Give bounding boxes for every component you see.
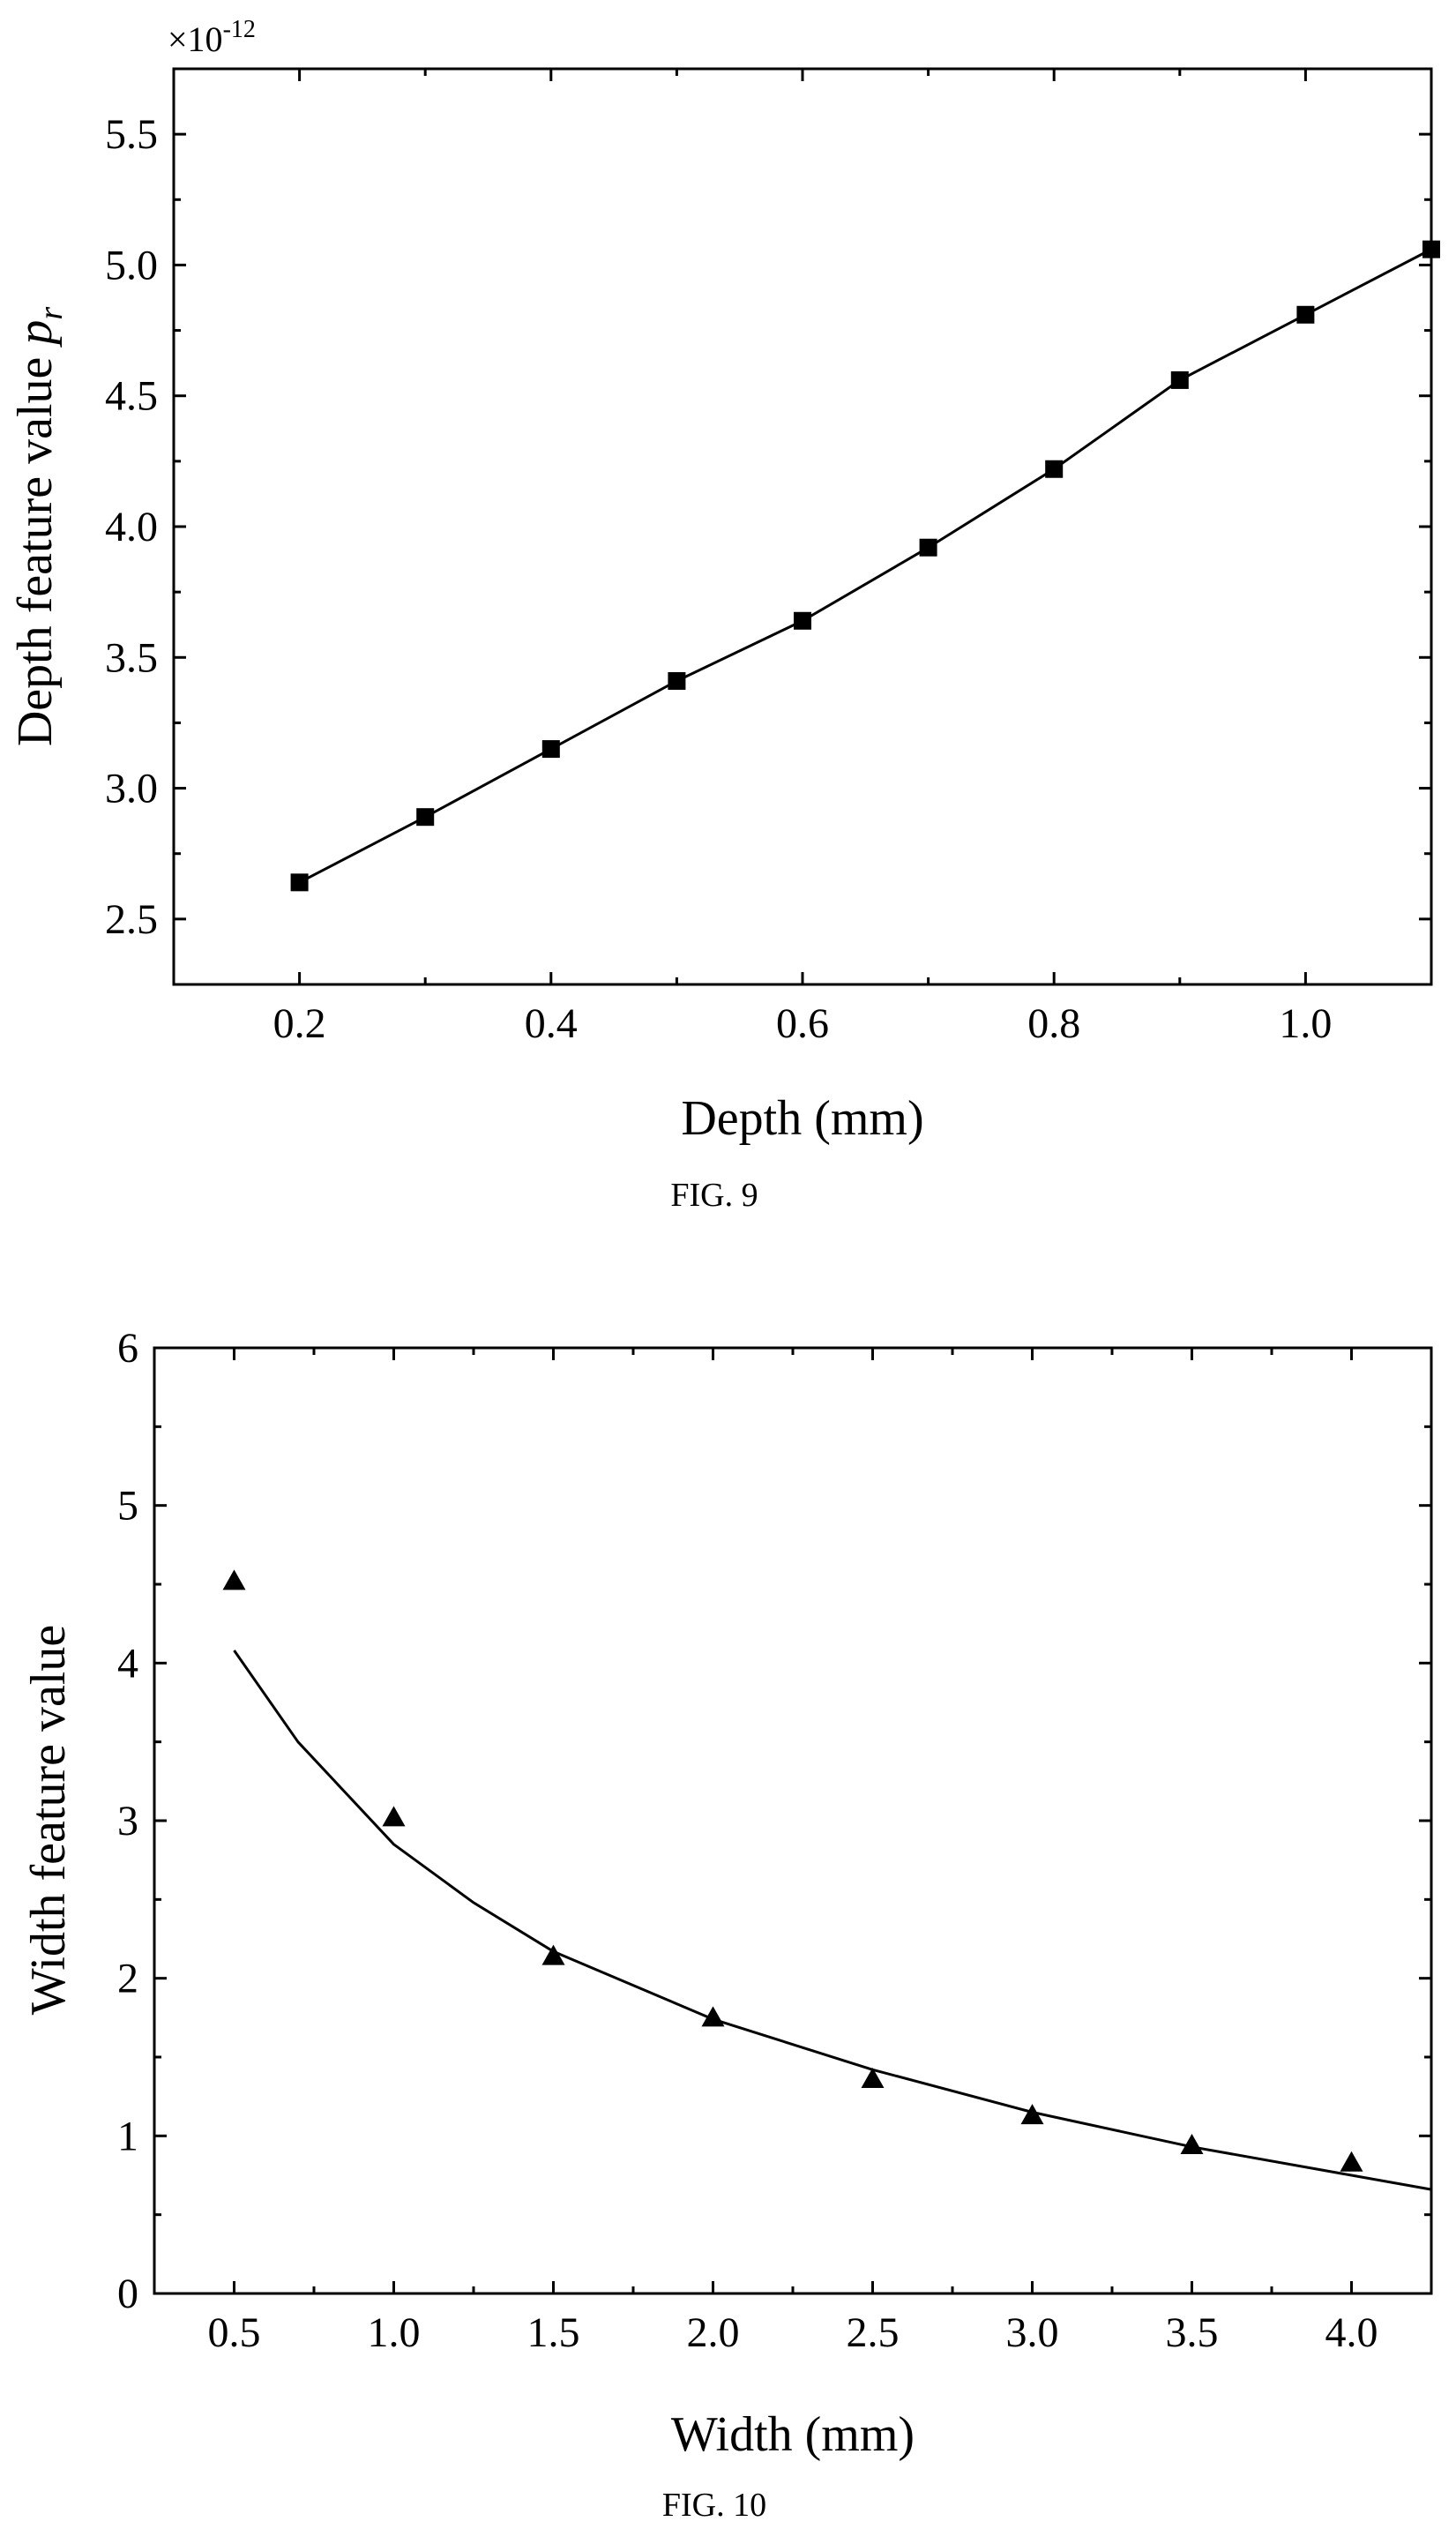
data-point-square: [668, 671, 686, 690]
x-tick-label: 2.0: [687, 2309, 740, 2356]
x-tick-label: 0.8: [1027, 1000, 1080, 1047]
y-tick-label: 4: [117, 1640, 138, 1687]
fig10-y-axis-title: Width feature value: [21, 1625, 76, 2015]
data-point-triangle: [1020, 2104, 1044, 2125]
y-tick-label: 2.5: [105, 896, 158, 943]
data-point-square: [541, 740, 560, 759]
data-point-square: [290, 873, 309, 892]
fig9-plot-frame: [172, 67, 1433, 986]
data-point-triangle: [541, 1944, 565, 1965]
y-tick-label: 4.5: [105, 373, 158, 420]
fig10-x-axis-title: Width (mm): [671, 2407, 915, 2462]
y-tick-label: 5.5: [105, 111, 158, 158]
x-tick-label: 0.5: [208, 2309, 261, 2356]
fig9-x-axis-title: Depth (mm): [681, 1091, 923, 1146]
x-tick-label: 0.6: [776, 1000, 829, 1047]
fig10-chart: 0.5 1.0 1.5 2.0 2.5 3.0 3.5 4.0 0 1 2 3 4 5 6 Width f…: [21, 1325, 1433, 2524]
fig9-y-axis-title: Depth feature value pr: [8, 307, 70, 747]
fig9-y-axis-title-subscript: r: [33, 307, 70, 320]
x-tick-label: 4.0: [1325, 2309, 1378, 2356]
fig10-points: [222, 1569, 1363, 2172]
data-point-square: [416, 808, 435, 827]
data-point-triangle: [382, 1806, 406, 1827]
x-tick-label: 0.2: [273, 1000, 326, 1047]
x-tick-label: 1.0: [1279, 1000, 1332, 1047]
fig9-caption: FIG. 9: [670, 1177, 758, 1214]
fig10-caption: FIG. 10: [662, 2487, 766, 2524]
fig9-y-ticks: 2.5 3.0 3.5 4.0 4.5 5.0 5.5: [105, 67, 1431, 986]
data-point-square: [1422, 240, 1440, 258]
data-point-triangle: [861, 2068, 885, 2089]
data-point-triangle: [1340, 2151, 1363, 2172]
data-point-square: [919, 538, 937, 557]
data-point-square: [794, 611, 811, 630]
fig9-chart: 0.2 0.4 0.6 0.8 1.0 2.5 3.0 3.5 4.0 4.5 5.0 5.5 ×1…: [8, 16, 1440, 1214]
x-tick-label: 0.4: [525, 1000, 578, 1047]
x-tick-label: 1.5: [527, 2309, 580, 2356]
data-point-triangle: [222, 1569, 246, 1590]
data-point-square: [1170, 370, 1189, 389]
fig9-y-multiplier: ×10-12: [168, 16, 256, 59]
y-tick-label: 3: [117, 1798, 138, 1844]
data-point-triangle: [701, 2006, 725, 2027]
fig10-y-ticks: 0 1 2 3 4 5 6: [117, 1325, 1431, 2317]
data-point-triangle: [1180, 2134, 1204, 2155]
data-point-square: [1296, 305, 1315, 324]
y-tick-label: 3.5: [105, 634, 158, 681]
fig9-x-ticks: 0.2 0.4 0.6 0.8 1.0: [172, 69, 1433, 1047]
y-tick-label: 5: [117, 1483, 138, 1530]
fig9-y-multiplier-exponent: -12: [223, 16, 256, 43]
fig9-y-axis-title-symbol: p: [8, 320, 63, 348]
fig10-x-ticks: 0.5 1.0 1.5 2.0 2.5 3.0 3.5 4.0: [153, 1348, 1433, 2356]
fig9-y-axis-title-text: Depth feature value: [8, 345, 63, 747]
fit-curve-line: [233, 1650, 1432, 2191]
x-tick-label: 2.5: [847, 2309, 900, 2356]
y-tick-label: 6: [117, 1325, 138, 1372]
y-tick-label: 0: [117, 2271, 138, 2317]
fig10-plot-frame: [153, 1346, 1433, 2295]
data-point-square: [1045, 460, 1064, 478]
y-tick-label: 3.0: [105, 766, 158, 812]
y-tick-label: 5.0: [105, 242, 158, 288]
x-tick-label: 3.5: [1166, 2309, 1219, 2356]
fig10-fit-curve: [233, 1650, 1432, 2191]
fig9-series: [290, 240, 1440, 892]
x-tick-label: 3.0: [1006, 2309, 1059, 2356]
series-line: [298, 248, 1432, 884]
y-tick-label: 1: [117, 2113, 138, 2159]
y-tick-label: 4.0: [105, 504, 158, 550]
y-tick-label: 2: [117, 1956, 138, 2002]
x-tick-label: 1.0: [368, 2309, 421, 2356]
